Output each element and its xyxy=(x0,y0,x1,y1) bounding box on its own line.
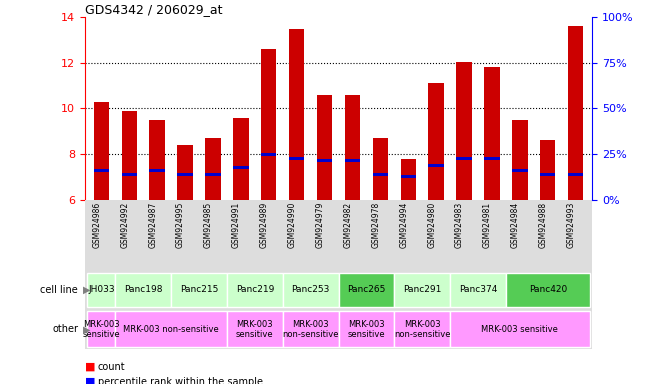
Bar xyxy=(395,311,450,348)
Bar xyxy=(177,173,193,176)
Bar xyxy=(233,166,249,169)
Bar xyxy=(227,311,283,348)
Bar xyxy=(484,68,499,200)
Text: GSM924984: GSM924984 xyxy=(511,202,520,248)
Bar xyxy=(261,152,277,156)
Text: GSM924995: GSM924995 xyxy=(176,202,185,248)
Text: MRK-003 sensitive: MRK-003 sensitive xyxy=(482,325,559,334)
Text: MRK-003
sensitive: MRK-003 sensitive xyxy=(348,319,385,339)
Bar xyxy=(205,173,221,176)
Bar xyxy=(339,311,395,348)
Bar xyxy=(115,311,227,348)
Text: ▶: ▶ xyxy=(83,324,90,334)
Bar xyxy=(150,169,165,172)
Text: percentile rank within the sample: percentile rank within the sample xyxy=(98,377,262,384)
Bar xyxy=(115,273,171,307)
Text: GSM924990: GSM924990 xyxy=(288,202,297,248)
Text: GSM924988: GSM924988 xyxy=(539,202,547,248)
Bar xyxy=(456,157,472,160)
Text: Panc291: Panc291 xyxy=(403,285,441,295)
Bar xyxy=(568,26,583,200)
Text: GSM924981: GSM924981 xyxy=(483,202,492,248)
Bar xyxy=(150,120,165,200)
Bar xyxy=(94,169,109,172)
Text: GSM924986: GSM924986 xyxy=(92,202,102,248)
Bar xyxy=(87,273,115,307)
Text: GSM924982: GSM924982 xyxy=(344,202,352,248)
Text: Panc215: Panc215 xyxy=(180,285,218,295)
Bar xyxy=(227,273,283,307)
Text: GSM924980: GSM924980 xyxy=(427,202,436,248)
Bar xyxy=(233,118,249,200)
Text: GSM924993: GSM924993 xyxy=(566,202,575,248)
Text: GSM924985: GSM924985 xyxy=(204,202,213,248)
Bar xyxy=(484,157,499,160)
Bar xyxy=(205,138,221,200)
Bar xyxy=(171,273,227,307)
Text: Panc374: Panc374 xyxy=(459,285,497,295)
Bar xyxy=(395,273,450,307)
Bar xyxy=(372,173,388,176)
Text: Panc265: Panc265 xyxy=(347,285,385,295)
Bar xyxy=(372,138,388,200)
Bar xyxy=(512,169,527,172)
Bar xyxy=(177,145,193,200)
Bar xyxy=(540,173,555,176)
Bar xyxy=(512,120,527,200)
Bar xyxy=(568,173,583,176)
Text: Panc253: Panc253 xyxy=(292,285,330,295)
Text: GSM924994: GSM924994 xyxy=(399,202,408,248)
Bar xyxy=(540,141,555,200)
Text: GSM924991: GSM924991 xyxy=(232,202,241,248)
Bar xyxy=(428,164,444,167)
Text: ■: ■ xyxy=(85,377,95,384)
Bar xyxy=(450,311,590,348)
Bar xyxy=(450,273,506,307)
Text: GSM924983: GSM924983 xyxy=(455,202,464,248)
Bar xyxy=(289,29,304,200)
Bar xyxy=(428,83,444,200)
Text: MRK-003
sensitive: MRK-003 sensitive xyxy=(236,319,273,339)
Bar xyxy=(345,159,360,162)
Text: GDS4342 / 206029_at: GDS4342 / 206029_at xyxy=(85,3,222,16)
Text: MRK-003
non-sensitive: MRK-003 non-sensitive xyxy=(283,319,339,339)
Text: MRK-003
sensitive: MRK-003 sensitive xyxy=(83,319,120,339)
Bar xyxy=(400,175,416,178)
Text: cell line: cell line xyxy=(40,285,78,295)
Bar xyxy=(289,157,304,160)
Text: MRK-003 non-sensitive: MRK-003 non-sensitive xyxy=(123,325,219,334)
Bar xyxy=(283,273,339,307)
Text: JH033: JH033 xyxy=(88,285,115,295)
Text: GSM924978: GSM924978 xyxy=(371,202,380,248)
Bar xyxy=(339,273,395,307)
Text: Panc198: Panc198 xyxy=(124,285,163,295)
Bar xyxy=(87,311,115,348)
Text: GSM924979: GSM924979 xyxy=(316,202,325,248)
Text: GSM924992: GSM924992 xyxy=(120,202,130,248)
Bar xyxy=(317,159,332,162)
Bar xyxy=(317,95,332,200)
Text: GSM924987: GSM924987 xyxy=(148,202,157,248)
Bar xyxy=(261,49,277,200)
Text: MRK-003
non-sensitive: MRK-003 non-sensitive xyxy=(394,319,450,339)
Bar xyxy=(345,95,360,200)
Text: count: count xyxy=(98,362,125,372)
Text: ▶: ▶ xyxy=(83,285,90,295)
Bar xyxy=(122,173,137,176)
Bar xyxy=(400,159,416,200)
Text: other: other xyxy=(52,324,78,334)
Text: GSM924989: GSM924989 xyxy=(260,202,269,248)
Text: ■: ■ xyxy=(85,362,95,372)
Bar xyxy=(456,62,472,200)
Bar xyxy=(122,111,137,200)
Bar xyxy=(283,311,339,348)
Text: Panc219: Panc219 xyxy=(236,285,274,295)
Bar xyxy=(506,273,590,307)
Bar xyxy=(94,102,109,200)
Text: Panc420: Panc420 xyxy=(529,285,567,295)
